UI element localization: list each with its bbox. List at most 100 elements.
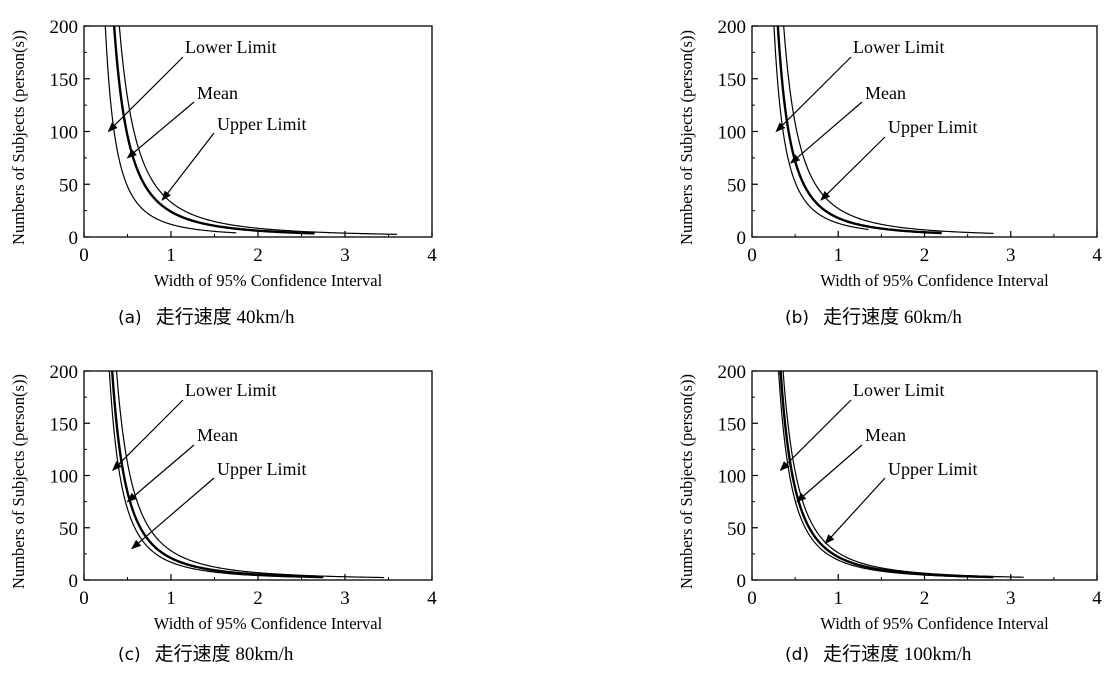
series-line: [104, 26, 237, 234]
annotation-arrow: [775, 56, 852, 133]
x-tick-label: 1: [834, 588, 844, 609]
annotation-label: Lower Limit: [853, 37, 944, 57]
annotation-arrow: [107, 56, 184, 133]
annotation-arrow: [126, 101, 195, 159]
annotation-arrow: [820, 136, 886, 201]
x-tick-label: 3: [1006, 245, 1016, 266]
annotation-label: Mean: [865, 425, 906, 445]
annotation-arrow: [112, 399, 184, 471]
y-tick-label: 50: [59, 519, 78, 540]
y-tick-label: 150: [718, 70, 747, 91]
caption-text: 走行速度 60km/h: [823, 307, 962, 328]
caption-text: 走行速度 100km/h: [823, 644, 972, 665]
y-tick-label: 50: [727, 519, 746, 540]
x-tick-label: 0: [79, 588, 89, 609]
x-tick-label: 2: [920, 245, 930, 266]
x-tick-label: 4: [427, 588, 437, 609]
annotation-label: Lower Limit: [853, 380, 944, 400]
x-axis-label: Width of 95% Confidence Interval: [154, 271, 383, 290]
y-tick-label: 150: [50, 70, 79, 91]
x-tick-label: 3: [1006, 588, 1016, 609]
x-tick-label: 2: [253, 588, 263, 609]
annotation-arrow: [126, 444, 195, 503]
chart-panel-c: 0 1 2 3 4 0 50 100 150 200 Width of 95% Confidence…: [0, 337, 555, 673]
y-tick-label: 150: [50, 414, 79, 435]
chart-d: 0 1 2 3 4 0 50 100 150 200 Width of 95% Confidence…: [677, 362, 1102, 633]
caption-a: (a) 走行速度 40km/h: [118, 302, 295, 329]
y-tick-label: 200: [50, 362, 79, 383]
x-tick-label: 4: [1092, 588, 1102, 609]
caption-tag: (a): [118, 308, 142, 328]
annotation-arrow: [779, 399, 852, 471]
y-tick-label: 100: [718, 467, 747, 488]
x-tick-label: 3: [340, 245, 350, 266]
caption-tag: (d): [785, 645, 810, 665]
x-tick-label: 0: [747, 245, 757, 266]
series-line: [110, 371, 324, 579]
annotation-label: Mean: [865, 83, 906, 103]
series-line: [773, 26, 869, 231]
x-axis-label: Width of 95% Confidence Interval: [820, 271, 1049, 290]
caption-tag: (b): [785, 308, 810, 328]
y-axis-label: Numbers of Subjects (person(s)): [9, 30, 28, 245]
annotation-label: Lower Limit: [185, 380, 276, 400]
annotation-label: Upper Limit: [888, 459, 977, 479]
y-tick-label: 100: [50, 467, 79, 488]
annotation-arrow: [790, 101, 863, 164]
y-tick-label: 200: [718, 362, 747, 383]
annotation-arrow: [824, 477, 886, 545]
x-tick-label: 2: [253, 245, 263, 266]
annotation-arrow: [161, 132, 215, 201]
series-line: [782, 371, 1024, 578]
x-tick-label: 1: [166, 588, 176, 609]
annotation-label: Mean: [197, 425, 238, 445]
x-tick-label: 3: [340, 588, 350, 609]
x-tick-label: 4: [1092, 245, 1102, 266]
annotation-label: Upper Limit: [217, 114, 306, 134]
y-tick-label: 50: [727, 175, 746, 196]
x-axis-label: Width of 95% Confidence Interval: [154, 614, 383, 633]
series-line: [779, 371, 994, 579]
caption-c: (c) 走行速度 80km/h: [118, 639, 293, 666]
x-tick-label: 2: [920, 588, 930, 609]
x-tick-label: 1: [166, 245, 176, 266]
chart-c: 0 1 2 3 4 0 50 100 150 200 Width of 95% Confidence…: [9, 362, 437, 633]
y-axis-label: Numbers of Subjects (person(s)): [677, 30, 696, 245]
y-tick-label: 50: [59, 175, 78, 196]
y-tick-label: 200: [50, 17, 79, 38]
series-line: [118, 26, 398, 235]
y-tick-label: 0: [69, 571, 79, 592]
series-line: [783, 26, 994, 234]
caption-text: 走行速度 40km/h: [155, 307, 295, 328]
caption-b: (b) 走行速度 60km/h: [785, 302, 962, 329]
y-axis-label: Numbers of Subjects (person(s)): [677, 374, 696, 589]
chart-panel-b: 0 1 2 3 4 0 50 100 150 200 Width of 95% Confidence…: [555, 0, 1110, 336]
x-tick-label: 0: [747, 588, 757, 609]
series-line: [115, 371, 385, 579]
series-line: [112, 26, 315, 235]
y-tick-label: 0: [737, 571, 747, 592]
y-tick-label: 100: [718, 123, 747, 144]
y-tick-label: 150: [718, 414, 747, 435]
y-tick-label: 0: [737, 228, 747, 249]
annotation-arrow: [796, 444, 863, 503]
chart-a: 0 1 2 3 4 0 50 100 150 200 Width of 95% Confidence…: [9, 17, 437, 290]
x-tick-label: 4: [427, 245, 437, 266]
y-tick-label: 0: [69, 228, 79, 249]
y-tick-label: 100: [50, 123, 79, 144]
x-tick-label: 0: [79, 245, 89, 266]
x-axis-label: Width of 95% Confidence Interval: [820, 614, 1049, 633]
annotation-arrow: [131, 477, 215, 550]
chart-panel-d: 0 1 2 3 4 0 50 100 150 200 Width of 95% Confidence…: [555, 337, 1110, 673]
caption-text: 走行速度 80km/h: [154, 644, 294, 665]
annotation-label: Mean: [197, 83, 238, 103]
annotation-label: Lower Limit: [185, 37, 276, 57]
chart-b: 0 1 2 3 4 0 50 100 150 200 Width of 95% Confidence…: [677, 17, 1102, 290]
y-tick-label: 200: [718, 17, 747, 38]
caption-d: (d) 走行速度 100km/h: [785, 639, 971, 666]
annotation-label: Upper Limit: [217, 459, 306, 479]
chart-panel-a: 0 1 2 3 4 0 50 100 150 200 Width of 95% Confidence…: [0, 0, 555, 336]
x-tick-label: 1: [834, 245, 844, 266]
caption-tag: (c): [118, 645, 141, 665]
y-axis-label: Numbers of Subjects (person(s)): [9, 374, 28, 589]
